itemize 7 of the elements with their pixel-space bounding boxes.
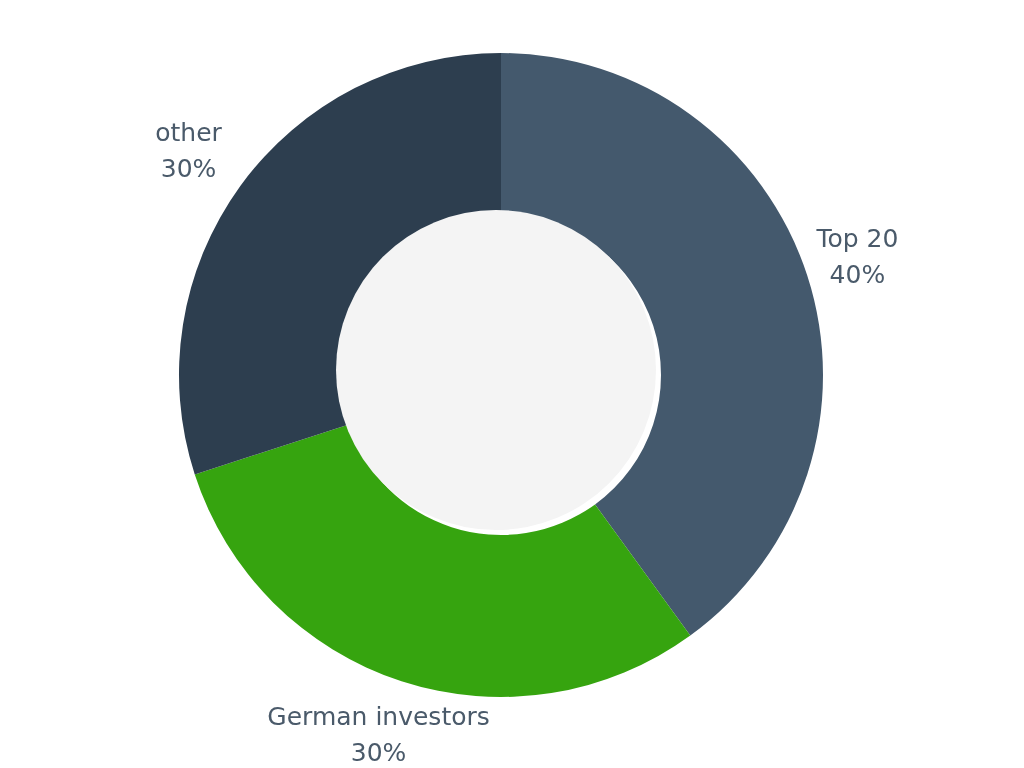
slice-label: Top 20 xyxy=(815,223,899,253)
donut-slice xyxy=(194,424,691,697)
slice-label: German investors xyxy=(267,702,490,732)
data-label: 40% xyxy=(829,259,886,289)
data-label: 30% xyxy=(350,738,407,768)
slice-label: other xyxy=(155,117,223,147)
data-label: 30% xyxy=(160,153,217,183)
